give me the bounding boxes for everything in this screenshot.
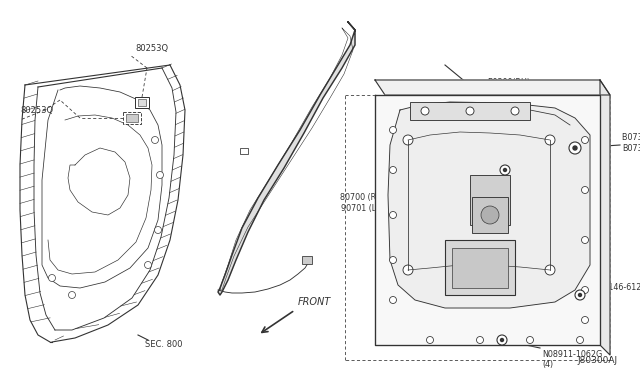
Text: J80300AJ: J80300AJ [578,356,618,365]
Circle shape [582,317,589,324]
Circle shape [403,265,413,275]
Bar [445,240,515,295]
Text: Ø08146-6122H
(22): Ø08146-6122H (22) [593,283,640,303]
Circle shape [500,339,504,341]
Circle shape [481,206,499,224]
Circle shape [390,167,397,173]
Circle shape [68,292,76,298]
Circle shape [390,126,397,134]
Circle shape [421,107,429,115]
Text: 80253Q: 80253Q [135,44,168,53]
Polygon shape [600,80,610,355]
Circle shape [577,337,584,343]
Circle shape [575,290,585,300]
Bar [302,256,312,264]
Circle shape [579,294,582,296]
Bar [138,99,146,106]
Circle shape [390,212,397,218]
Text: 80730 (RH)
80731 (LH): 80730 (RH) 80731 (LH) [557,203,602,223]
Text: B0300A: B0300A [567,164,598,173]
Circle shape [545,135,555,145]
Text: SEC. 800: SEC. 800 [145,340,182,349]
Polygon shape [388,102,590,308]
Text: B0730A (RH)
B0730AA(LH): B0730A (RH) B0730AA(LH) [622,133,640,153]
Text: N08911-1062G
(4): N08911-1062G (4) [542,350,602,369]
Circle shape [154,227,161,234]
Circle shape [573,146,577,150]
Circle shape [145,262,152,269]
Circle shape [582,286,589,294]
Circle shape [466,107,474,115]
Circle shape [569,142,581,154]
Text: B0300(RH)
B030L(LH): B0300(RH) B030L(LH) [487,78,530,97]
Polygon shape [375,80,610,95]
Circle shape [390,257,397,263]
Circle shape [390,296,397,304]
Circle shape [152,137,159,144]
FancyBboxPatch shape [123,112,141,124]
Bar [452,248,508,288]
Circle shape [157,171,163,179]
Circle shape [582,237,589,244]
Bar [240,148,248,154]
Polygon shape [218,22,355,295]
Circle shape [511,107,519,115]
Circle shape [582,186,589,193]
Polygon shape [375,95,600,345]
Circle shape [500,165,510,175]
Circle shape [504,169,506,171]
Bar [472,197,508,233]
Circle shape [426,337,433,343]
Bar [135,97,149,108]
Text: 80253Q: 80253Q [20,106,53,115]
Text: 80700 (RH)
90701 (LH): 80700 (RH) 90701 (LH) [340,193,385,213]
Circle shape [497,335,507,345]
Bar [470,175,510,225]
Circle shape [545,265,555,275]
Circle shape [477,337,483,343]
Circle shape [527,337,534,343]
Circle shape [582,137,589,144]
Circle shape [49,275,56,282]
Bar [126,114,138,122]
Circle shape [403,135,413,145]
Text: FRONT: FRONT [298,297,332,307]
Bar [410,102,530,120]
